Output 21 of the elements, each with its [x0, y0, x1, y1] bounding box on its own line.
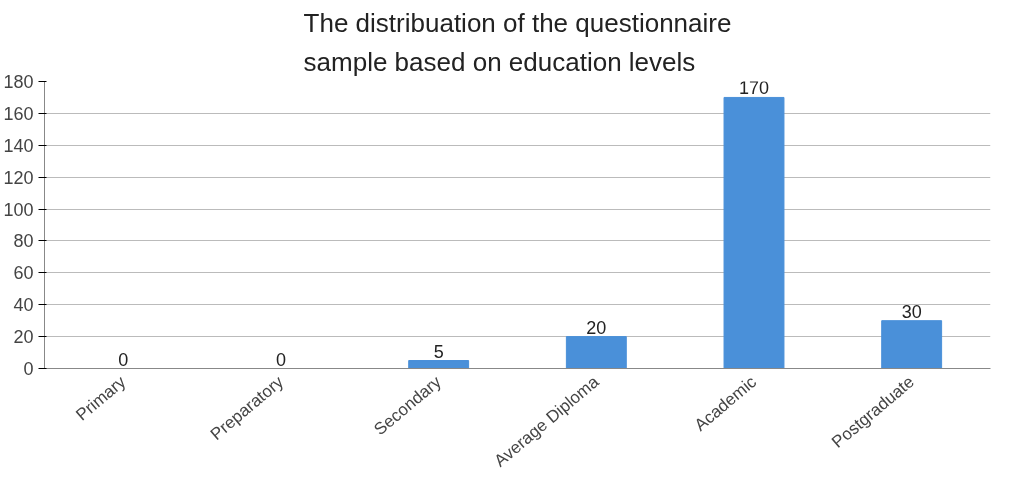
chart-title: The distribuation of the questionnaire sample based on education levels	[303, 7, 732, 77]
y-tick-label: 160	[3, 103, 34, 124]
y-tick-label: 60	[13, 263, 34, 284]
y-tick-label: 120	[3, 167, 34, 188]
y-tick-label: 180	[3, 72, 34, 92]
data-label: 20	[586, 317, 607, 338]
bar	[723, 96, 785, 369]
bar	[408, 360, 470, 369]
y-tick-label: 80	[13, 231, 34, 252]
data-label: 30	[901, 301, 922, 322]
y-tick-label: 0	[23, 359, 34, 379]
y-tick-label: 20	[13, 327, 34, 348]
data-label: 0	[118, 349, 129, 370]
data-label: 5	[433, 341, 444, 362]
y-tick-label: 140	[3, 135, 34, 156]
data-label: 170	[738, 78, 770, 99]
y-tick-label: 100	[3, 199, 34, 220]
y-tick-label: 40	[13, 295, 34, 316]
data-label: 0	[275, 349, 287, 370]
bar	[881, 320, 943, 369]
bar	[565, 336, 627, 369]
